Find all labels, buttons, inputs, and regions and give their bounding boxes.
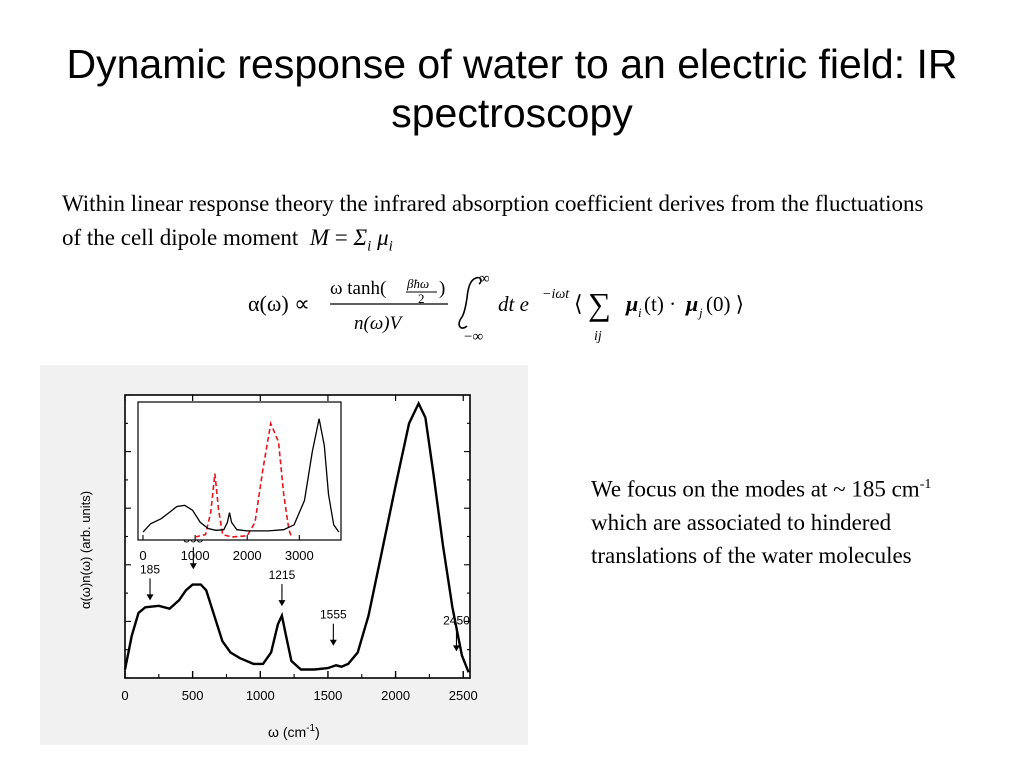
math-M: M [309,225,329,250]
eq-num-a: ω tanh( [330,278,386,299]
x-axis-label-end: ) [315,724,320,740]
peak-arrow-icon [329,639,337,646]
inset-dashed-red-line [194,420,293,538]
eq-arg2: (0) ⟩ [706,292,744,316]
inset-x-tick-label: 2000 [233,548,262,563]
eq-mu-sub-i: i [638,305,642,320]
x-tick-label: 1500 [313,688,342,703]
eq-den: n(ω)V [354,313,404,334]
eq-sum: ∑ [588,286,611,322]
inset-x-axis: 0 1000 2000 3000 [139,535,314,563]
x-tick-label: 1000 [246,688,275,703]
math-mu: μ [377,225,389,250]
eq-lower: −∞ [464,329,483,345]
eq-upper: ∞ [479,271,490,287]
side-note-sup: -1 [919,477,932,492]
equation-svg: α(ω) ∝ ω tanh( βħω 2 ) n(ω)V ∞ −∞ dt e −… [248,271,744,345]
math-eq: = [334,225,348,250]
side-note-part2: which are associated to hindered transla… [591,509,912,568]
inset-x-tick-label: 1000 [181,548,210,563]
eq-frac-den: 2 [418,291,425,306]
eq-frac-num: βħω [406,276,429,291]
x-tick-label: 0 [121,688,128,703]
main-x-axis: 0 500 1000 1500 2000 2500 [121,395,478,703]
intro-paragraph: Within linear response theory the infrar… [62,187,942,264]
inset-plot-frame [137,401,342,541]
peak-label: 1215 [269,568,296,582]
absorption-equation: α(ω) ∝ ω tanh( βħω 2 ) n(ω)V ∞ −∞ dt e −… [236,268,776,353]
peak-label: 1555 [320,608,347,622]
x-tick-label: 2000 [381,688,410,703]
eq-integrand: dt e [498,292,529,316]
main-spectrum-line [123,400,470,673]
eq-bra: ⟨ [574,291,583,316]
eq-arg1: (t) · [644,292,681,316]
eq-num-b: ) [439,278,445,299]
side-note: We focus on the modes at ~ 185 cm-1 whic… [591,468,971,572]
peak-arrow-icon [452,645,460,652]
eq-sum-sub: ij [594,329,602,344]
peak-label: 2450 [443,613,470,627]
eq-exponent: −iωt [542,287,570,302]
x-tick-label: 500 [182,688,204,703]
integral-sign-icon [458,276,482,329]
x-tick-label: 2500 [449,688,478,703]
eq-lhs: α(ω) ∝ [248,291,310,316]
peak-label: 185 [140,562,160,576]
y-axis-label: α(ω)n(ω) (arb. units) [78,491,93,609]
peak-arrow-icon [189,563,197,570]
peak-arrow-icon [278,600,286,607]
inset-solid-line [142,418,340,533]
math-sub-i2: i [388,238,393,255]
math-sigma: Σ [353,225,368,250]
peak-arrow-icon [146,594,154,601]
inset-x-tick-label: 3000 [285,548,314,563]
inset-x-tick-label: 0 [139,548,146,563]
side-note-part1: We focus on the modes at ~ 185 cm [591,476,920,502]
x-axis-label: ω (cm-1) [268,723,320,740]
x-axis-label-sup: -1 [306,723,315,734]
main-y-axis-ticks [125,394,470,679]
eq-mu-sub-j: j [697,305,703,320]
math-sub-i: i [367,238,372,255]
eq-mu-j: μ [685,291,698,316]
x-axis-label-text: ω (cm [268,724,306,740]
eq-mu-i: μ [625,291,638,316]
intro-text: Within linear response theory the infrar… [62,191,924,250]
slide-title: Dynamic response of water to an electric… [66,41,958,136]
